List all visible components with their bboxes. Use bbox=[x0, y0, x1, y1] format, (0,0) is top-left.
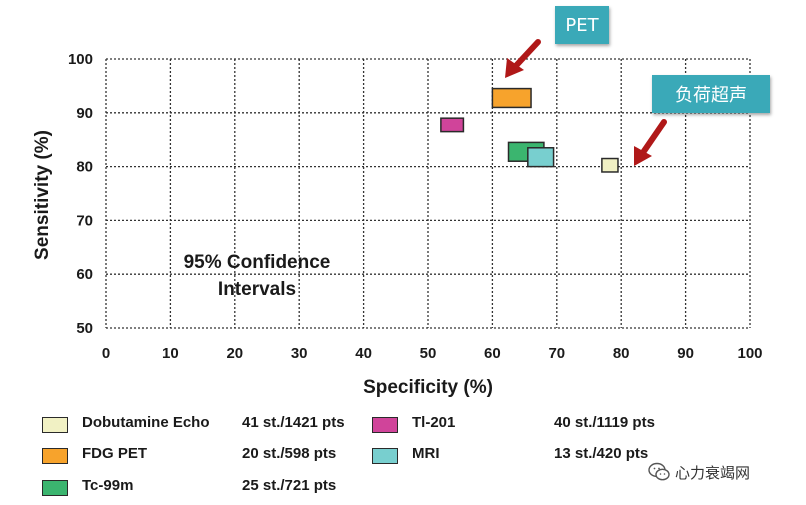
y-tick-label: 60 bbox=[76, 266, 93, 283]
legend-swatch-tl-201 bbox=[372, 417, 398, 433]
y-tick-label: 80 bbox=[76, 159, 93, 176]
legend-studies: 20 st./598 pts bbox=[242, 445, 337, 462]
legend-swatch-fdg-pet bbox=[42, 448, 68, 464]
legend-label: FDG PET bbox=[82, 445, 148, 462]
ci-box-mri bbox=[527, 147, 555, 168]
legend-row: FDG PET 20 st./598 pts MRI 13 st./420 pt… bbox=[40, 443, 760, 467]
legend-row: Tc-99m 25 st./721 pts bbox=[40, 475, 760, 499]
y-tick-label: 70 bbox=[76, 212, 93, 229]
ci-box-dobutamine-echo bbox=[601, 157, 619, 173]
watermark: 心力衰竭网 bbox=[648, 460, 793, 484]
echo-arrow bbox=[634, 119, 667, 166]
y-tick-label: 90 bbox=[76, 105, 93, 122]
x-tick-label: 40 bbox=[355, 345, 372, 362]
y-tick-label: 100 bbox=[68, 51, 93, 68]
x-tick-label: 30 bbox=[291, 345, 308, 362]
y-tick-label: 50 bbox=[76, 320, 93, 337]
pet-arrow bbox=[505, 39, 541, 78]
x-tick-label: 70 bbox=[548, 345, 565, 362]
x-axis-title: Specificity (%) bbox=[363, 377, 493, 398]
ci-box-tl-201 bbox=[440, 117, 465, 133]
pet-callout: PET bbox=[555, 6, 609, 44]
annotation-line-2: Intervals bbox=[218, 279, 296, 300]
y-axis-title: Sensitivity (%) bbox=[32, 130, 53, 260]
x-tick-label: 80 bbox=[613, 345, 630, 362]
annotation-line-1: 95% Confidence bbox=[184, 252, 331, 273]
legend-row: Dobutamine Echo 41 st./1421 pts Tl-201 4… bbox=[40, 412, 760, 436]
legend-studies: 40 st./1119 pts bbox=[554, 414, 655, 431]
legend-label: Tl-201 bbox=[412, 414, 456, 431]
x-tick-label: 60 bbox=[484, 345, 501, 362]
x-tick-label: 20 bbox=[226, 345, 243, 362]
legend-swatch-dobutamine-echo bbox=[42, 417, 68, 433]
tick-labels: 0 10 20 30 40 50 60 70 80 90 100 50 60 70 80 90 100 bbox=[68, 51, 763, 362]
legend-studies: 25 st./721 pts bbox=[242, 477, 337, 494]
legend-label: Dobutamine Echo bbox=[82, 414, 210, 431]
legend-label: MRI bbox=[412, 445, 440, 462]
legend-studies: 41 st./1421 pts bbox=[242, 414, 345, 431]
x-tick-label: 50 bbox=[420, 345, 437, 362]
data-boxes bbox=[440, 87, 619, 173]
x-tick-label: 0 bbox=[102, 345, 110, 362]
watermark-text: 心力衰竭网 bbox=[675, 463, 751, 482]
wechat-icon bbox=[648, 462, 670, 481]
ci-box-fdg-pet bbox=[491, 87, 532, 109]
grid bbox=[105, 58, 751, 329]
legend-swatch-tc-99m bbox=[42, 480, 68, 496]
x-tick-label: 100 bbox=[737, 345, 762, 362]
legend-swatch-mri bbox=[372, 448, 398, 464]
echo-callout: 负荷超声 bbox=[652, 75, 770, 113]
legend-label: Tc-99m bbox=[82, 477, 134, 494]
x-tick-label: 90 bbox=[677, 345, 694, 362]
legend-studies: 13 st./420 pts bbox=[554, 445, 649, 462]
legend: Dobutamine Echo 41 st./1421 pts Tl-201 4… bbox=[40, 410, 760, 500]
x-tick-label: 10 bbox=[162, 345, 179, 362]
